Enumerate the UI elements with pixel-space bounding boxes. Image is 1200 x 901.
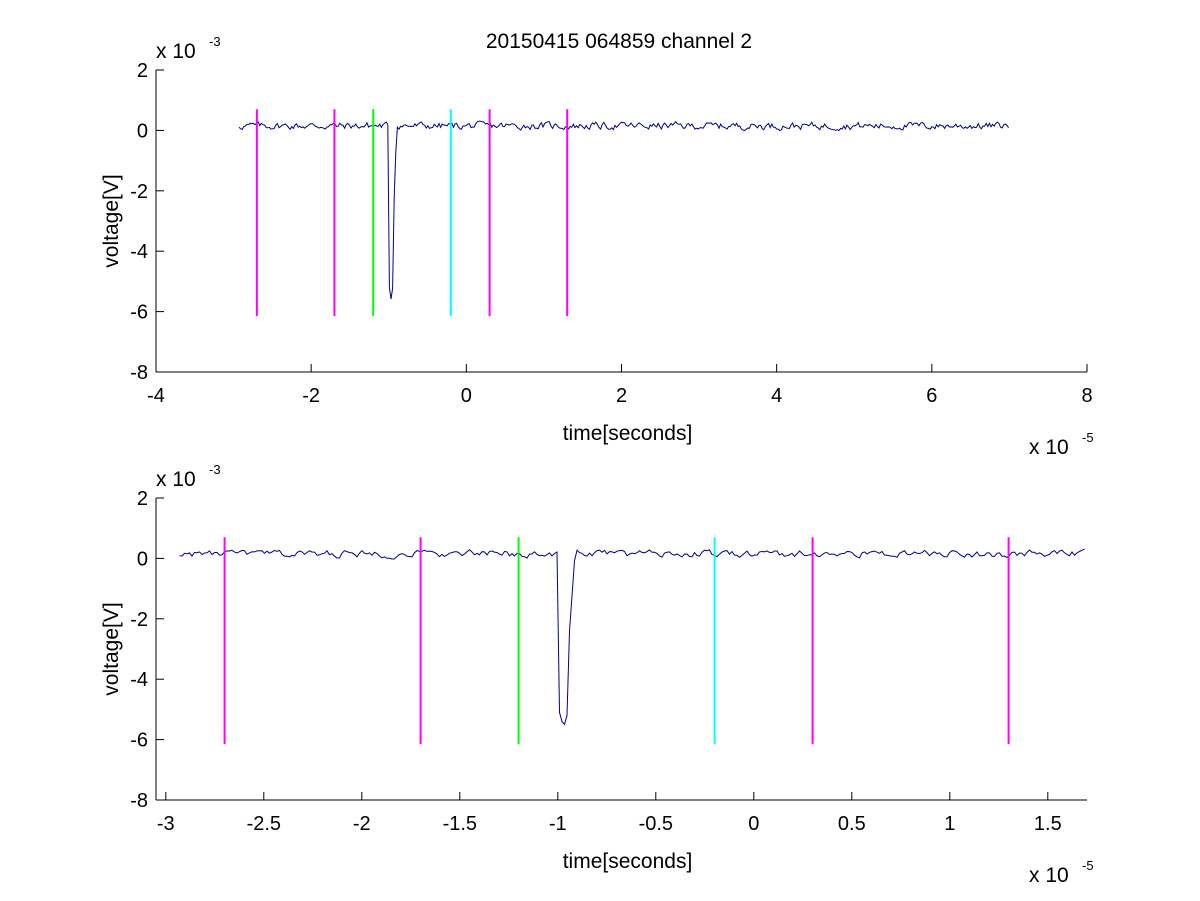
y-exponent-label: x 10 xyxy=(156,40,196,63)
y-tick-label: -6 xyxy=(130,730,148,752)
bottom-plot: -3 -2.5 -2 -1.5 -1 -0.5 0 0.5 1 1.5 -8 -6 -4 -2 0 2 time… xyxy=(100,462,1094,887)
y-tick-label: -4 xyxy=(130,241,148,263)
x-axis-label: time[seconds] xyxy=(563,850,693,873)
x-tick-label: -1 xyxy=(549,813,567,835)
x-exponent-label: x 10 xyxy=(1029,864,1069,887)
x-tick-label: 1 xyxy=(944,813,955,835)
y-tick-label: 2 xyxy=(137,60,148,82)
y-tick-label: -8 xyxy=(130,362,148,384)
y-exponent-label: x 10 xyxy=(156,468,196,491)
x-tick-label: -2 xyxy=(353,813,371,835)
x-tick-label: 0.5 xyxy=(838,813,866,835)
x-tick-label: -4 xyxy=(147,385,165,407)
x-tick-label: 4 xyxy=(771,385,782,407)
y-tick-label: 0 xyxy=(137,120,148,142)
y-exponent-power: -3 xyxy=(209,34,221,49)
y-tick-label: -2 xyxy=(130,181,148,203)
y-axis-label: voltage[V] xyxy=(100,174,123,267)
x-tick-label: -3 xyxy=(157,813,175,835)
x-tick-label: -1.5 xyxy=(443,813,477,835)
x-exponent-power: -5 xyxy=(1082,430,1094,445)
x-exponent-power: -5 xyxy=(1082,858,1094,873)
y-tick-label: -2 xyxy=(130,609,148,631)
x-tick-label: -2.5 xyxy=(247,813,281,835)
x-tick-label: -0.5 xyxy=(639,813,673,835)
x-tick-label: 0 xyxy=(461,385,472,407)
y-tick-label: 2 xyxy=(137,488,148,510)
signal-trace xyxy=(179,548,1085,726)
y-axis-label: voltage[V] xyxy=(100,602,123,695)
y-exponent-power: -3 xyxy=(209,462,221,477)
signal-trace xyxy=(238,120,1010,300)
x-tick-label: 8 xyxy=(1081,385,1092,407)
top-plot: -4 -2 0 2 4 6 8 -8 -6 -4 -2 0 2 time[seconds] voltage[… xyxy=(100,34,1094,459)
x-tick-label: -2 xyxy=(302,385,320,407)
x-tick-label: 2 xyxy=(616,385,627,407)
x-exponent-label: x 10 xyxy=(1029,436,1069,459)
x-axis-label: time[seconds] xyxy=(563,422,693,445)
x-tick-label: 1.5 xyxy=(1034,813,1062,835)
x-tick-label: 6 xyxy=(926,385,937,407)
y-tick-label: -4 xyxy=(130,669,148,691)
y-tick-label: -8 xyxy=(130,790,148,812)
y-tick-label: -6 xyxy=(130,302,148,324)
chart-title: 20150415 064859 channel 2 xyxy=(486,30,752,53)
y-tick-label: 0 xyxy=(137,548,148,570)
x-tick-label: 0 xyxy=(748,813,759,835)
